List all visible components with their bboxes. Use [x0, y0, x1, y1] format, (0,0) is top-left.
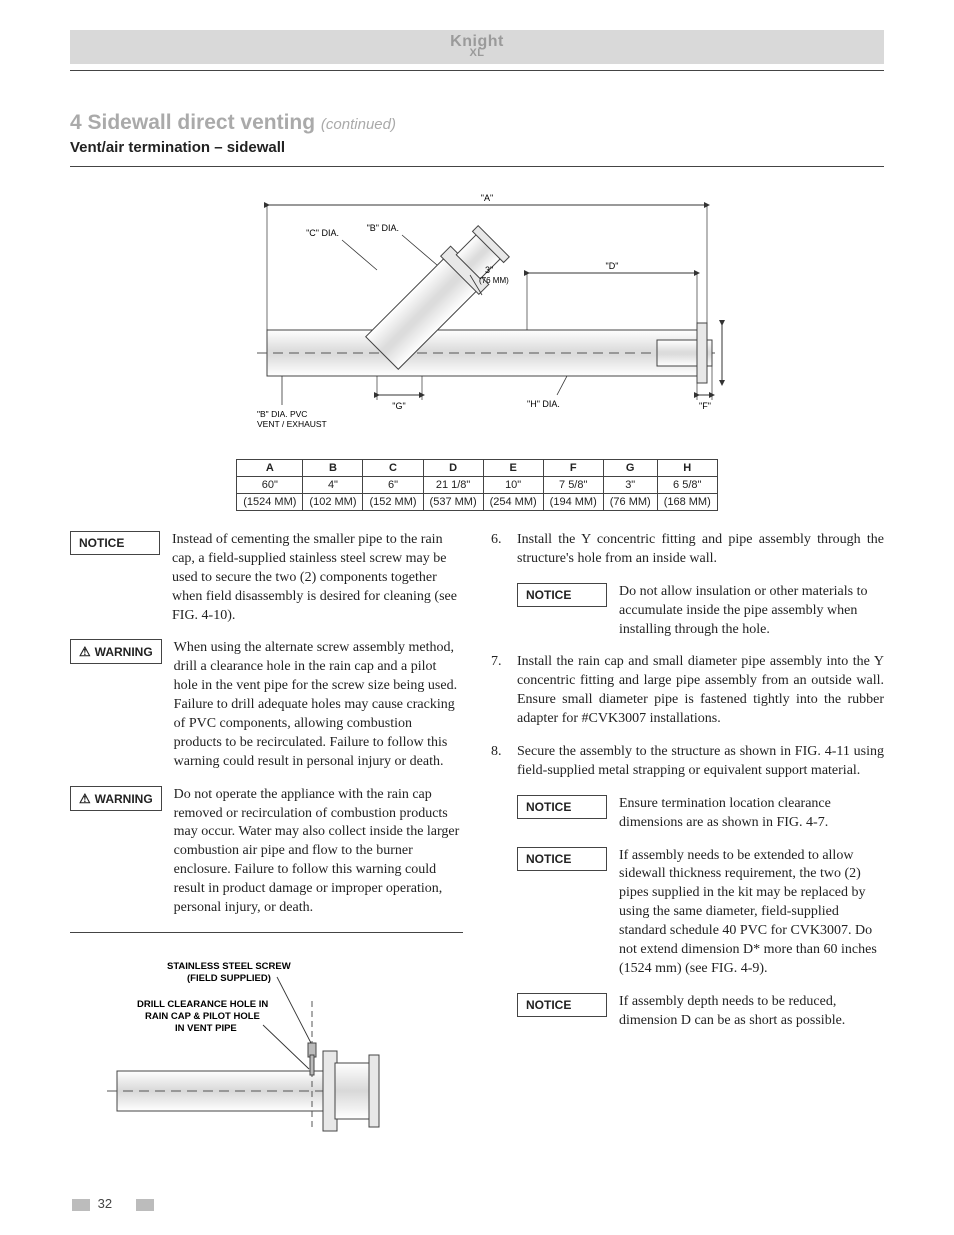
step-6: 6. Install the Y concentric fitting and …	[491, 531, 884, 569]
warning-label: WARNING	[70, 639, 162, 664]
logo-bottom: XL	[450, 49, 504, 58]
warning-2: WARNING Do not operate the appliance wit…	[70, 786, 463, 918]
warning-label: WARNING	[70, 786, 162, 811]
notice-text: Instead of cementing the smaller pipe to…	[172, 531, 463, 625]
dim-cell-mm: (152 MM)	[363, 494, 423, 511]
page-number: 32	[72, 1196, 154, 1211]
dim-cell-in: 6"	[363, 477, 423, 494]
notice-label: NOTICE	[517, 993, 607, 1017]
svg-text:"G": "G"	[392, 401, 405, 411]
step-6-text: Install the Y concentric fitting and pip…	[517, 531, 884, 569]
section-heading: 4 Sidewall direct venting (continued)	[70, 111, 884, 135]
section-number-title: 4 Sidewall direct venting	[70, 111, 315, 134]
banner-rule	[70, 70, 884, 71]
notice-4: NOTICE Ensure termination location clear…	[517, 795, 884, 833]
body-columns: NOTICE Instead of cementing the smaller …	[70, 531, 884, 1158]
dim-cell-mm: (1524 MM)	[237, 494, 303, 511]
dim-A-label: "A"	[481, 193, 493, 203]
steps-list: 6. Install the Y concentric fitting and …	[491, 531, 884, 569]
dim-cell-mm: (168 MM)	[657, 494, 717, 511]
dim-col-header: B	[303, 460, 363, 477]
step-8-num: 8.	[491, 743, 517, 781]
page-box-icon	[136, 1199, 154, 1211]
dim-cell-in: 21 1/8"	[423, 477, 483, 494]
dim-cell-mm: (254 MM)	[483, 494, 543, 511]
notice-label: NOTICE	[517, 847, 607, 871]
figure-4-9: "A" "B" DIA. "C" DIA. 3" (76 MM) "D" "E"…	[70, 185, 884, 511]
section-rule	[70, 166, 884, 167]
svg-text:"B" DIA.: "B" DIA.	[367, 223, 399, 233]
dim-cell-mm: (76 MM)	[603, 494, 657, 511]
top-banner: Knight XL	[70, 30, 884, 64]
dim-cell-in: 7 5/8"	[543, 477, 603, 494]
notice-3: NOTICE Do not allow insulation or other …	[517, 583, 884, 640]
dim-col-header: H	[657, 460, 717, 477]
dim-cell-mm: (194 MM)	[543, 494, 603, 511]
svg-text:"D": "D"	[606, 261, 619, 271]
dim-cell-in: 6 5/8"	[657, 477, 717, 494]
svg-text:RAIN CAP & PILOT HOLE: RAIN CAP & PILOT HOLE	[145, 1011, 260, 1022]
step-7: 7. Install the rain cap and small diamet…	[491, 653, 884, 729]
svg-text:(76 MM): (76 MM)	[479, 276, 509, 285]
notice-3-text: Do not allow insulation or other materia…	[619, 583, 884, 640]
page-number-text: 32	[98, 1196, 112, 1211]
dim-cell-in: 3"	[603, 477, 657, 494]
steps-list-2: 7. Install the rain cap and small diamet…	[491, 653, 884, 780]
dim-col-header: G	[603, 460, 657, 477]
step-7-num: 7.	[491, 653, 517, 729]
figure-4-10: STAINLESS STEEL SCREW (FIELD SUPPLIED) D…	[70, 951, 463, 1158]
svg-text:3": 3"	[485, 265, 493, 275]
step-6-num: 6.	[491, 531, 517, 569]
svg-text:STAINLESS STEEL SCREW: STAINLESS STEEL SCREW	[167, 961, 291, 972]
notice-label: NOTICE	[70, 531, 160, 555]
dim-col-header: D	[423, 460, 483, 477]
dim-cell-in: 60"	[237, 477, 303, 494]
dim-col-header: F	[543, 460, 603, 477]
notice-6-text: If assembly depth needs to be reduced, d…	[619, 993, 884, 1031]
step-8-text: Secure the assembly to the structure as …	[517, 743, 884, 781]
subsection-title: Vent/air termination – sidewall	[70, 139, 884, 156]
dim-col-header: E	[483, 460, 543, 477]
dim-cell-mm: (102 MM)	[303, 494, 363, 511]
concentric-vent-diagram: "A" "B" DIA. "C" DIA. 3" (76 MM) "D" "E"…	[227, 185, 727, 455]
notice-5-text: If assembly needs to be extended to allo…	[619, 847, 884, 979]
svg-text:VENT / EXHAUST: VENT / EXHAUST	[257, 419, 327, 429]
svg-text:IN VENT PIPE: IN VENT PIPE	[175, 1023, 237, 1034]
notice-1: NOTICE Instead of cementing the smaller …	[70, 531, 463, 625]
dim-col-header: A	[237, 460, 303, 477]
notice-6: NOTICE If assembly depth needs to be red…	[517, 993, 884, 1031]
warning-1-text: When using the alternate screw assembly …	[174, 639, 463, 771]
svg-text:"F": "F"	[699, 401, 711, 411]
notice-label: NOTICE	[517, 795, 607, 819]
brand-logo: Knight XL	[450, 36, 504, 58]
dim-cell-in: 10"	[483, 477, 543, 494]
notice-4-text: Ensure termination location clearance di…	[619, 795, 884, 833]
svg-text:"B" DIA. PVC: "B" DIA. PVC	[257, 409, 307, 419]
rain-cap-diagram: STAINLESS STEEL SCREW (FIELD SUPPLIED) D…	[87, 951, 447, 1151]
dimension-table: ABCDEFGH 60"4"6"21 1/8"10"7 5/8"3"6 5/8"…	[236, 459, 718, 511]
svg-text:(FIELD SUPPLIED): (FIELD SUPPLIED)	[187, 973, 271, 984]
left-column: NOTICE Instead of cementing the smaller …	[70, 531, 463, 1158]
warning-1: WARNING When using the alternate screw a…	[70, 639, 463, 771]
page-box-icon	[72, 1199, 90, 1211]
notice-5: NOTICE If assembly needs to be extended …	[517, 847, 884, 979]
svg-text:"H" DIA.: "H" DIA.	[527, 399, 560, 409]
dim-col-header: C	[363, 460, 423, 477]
continued-note: (continued)	[321, 116, 396, 133]
svg-text:"C" DIA.: "C" DIA.	[306, 228, 339, 238]
left-col-rule	[70, 932, 463, 933]
step-8: 8. Secure the assembly to the structure …	[491, 743, 884, 781]
step-7-text: Install the rain cap and small diameter …	[517, 653, 884, 729]
right-column: 6. Install the Y concentric fitting and …	[491, 531, 884, 1158]
dim-cell-in: 4"	[303, 477, 363, 494]
svg-text:DRILL CLEARANCE HOLE IN: DRILL CLEARANCE HOLE IN	[137, 999, 268, 1010]
dim-cell-mm: (537 MM)	[423, 494, 483, 511]
warning-2-text: Do not operate the appliance with the ra…	[174, 786, 463, 918]
notice-label: NOTICE	[517, 583, 607, 607]
